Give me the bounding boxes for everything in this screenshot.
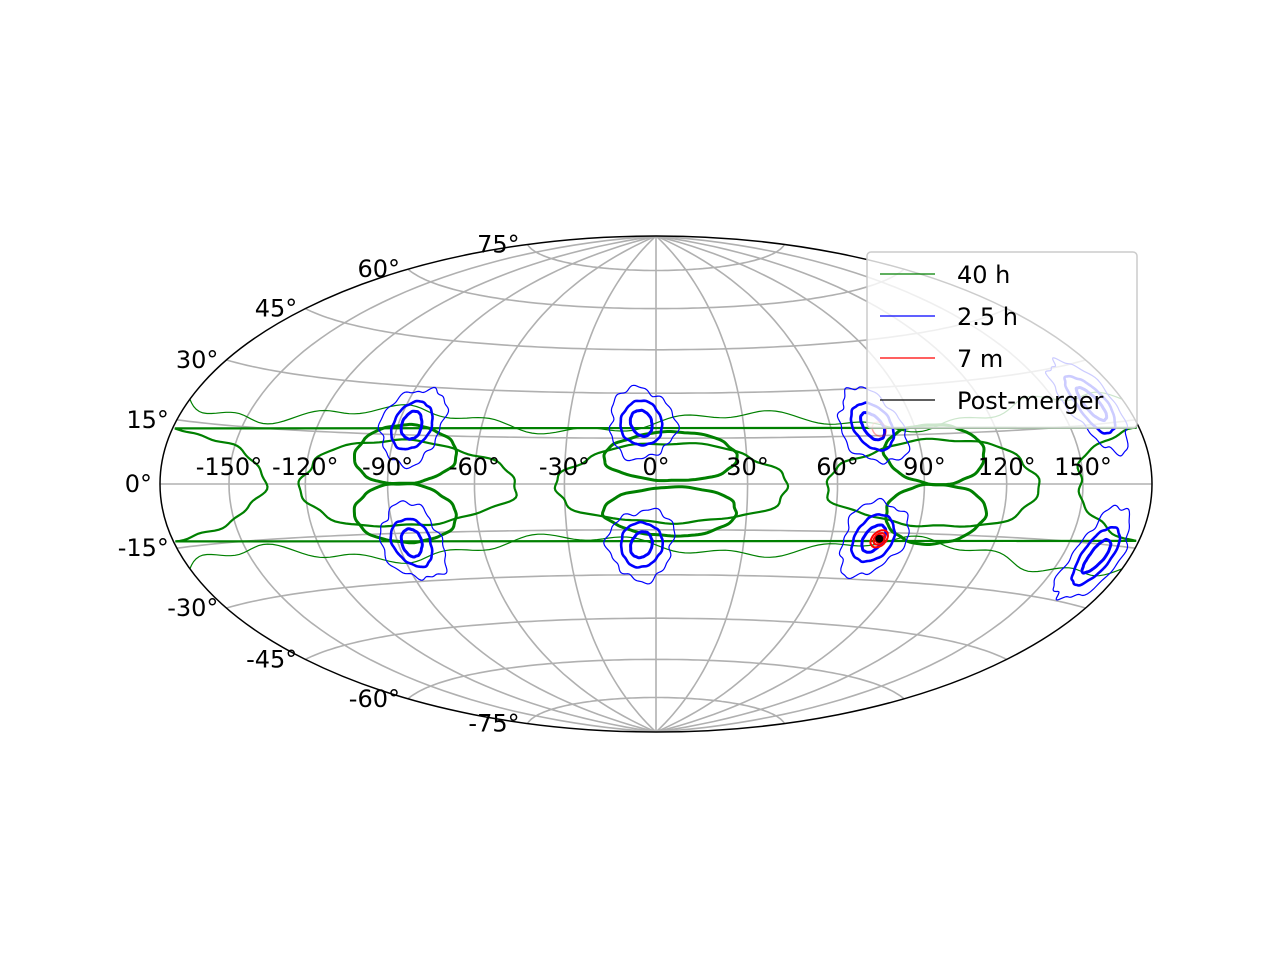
contour-40h-mid: [553, 442, 790, 525]
contour-40h-lobe: [602, 430, 739, 483]
parallel-line: [304, 617, 1008, 661]
y-tick-label: 60°: [357, 255, 400, 283]
contour-40h-lobe: [600, 485, 739, 538]
contour-2.5h-outer: [603, 507, 676, 585]
x-tick-label: 150°: [1054, 453, 1112, 481]
y-tick-label: 45°: [255, 295, 298, 323]
graticule: [160, 236, 1152, 732]
parallel-line: [526, 696, 786, 724]
legend-frame: [866, 251, 1138, 429]
contour-2.5h-mid: [619, 399, 664, 447]
contour-40h-lobe: [352, 482, 458, 545]
contour-7m: [872, 532, 887, 546]
contour-2.5h-inner: [399, 409, 424, 441]
contour-2.5h-inner: [628, 408, 654, 438]
contour-40h-mid: [825, 437, 1041, 528]
legend: 40 h 2.5 h 7 m Post-merger: [866, 251, 1138, 429]
y-tick-label: -15°: [118, 534, 169, 562]
contour-2.5h-mid: [619, 520, 664, 569]
x-tick-label: 90°: [903, 453, 946, 481]
contour-2.5h-outer: [377, 386, 450, 470]
parallel-line: [407, 658, 905, 700]
x-tick-label: 0°: [642, 453, 669, 481]
contour-2.5h-outer: [1052, 504, 1131, 601]
x-tick-label: -120°: [272, 453, 338, 481]
x-tick-label: -150°: [196, 453, 262, 481]
contour-7m: [869, 529, 889, 549]
y-tick-label: 15°: [126, 406, 169, 434]
contour-2.5h-mid: [389, 399, 434, 451]
contour-2.5h-mid: [849, 513, 897, 564]
contour-2.5h-inner: [1080, 537, 1113, 575]
tick-labels: -150° -120° -90° -60° -30° 0° 30° 60° 90° 120° 150…: [118, 230, 1112, 737]
x-tick-label: -30°: [539, 453, 590, 481]
legend-label: Post-merger: [957, 387, 1103, 415]
series-2.5h: [377, 357, 1131, 601]
parallel-line: [407, 268, 905, 310]
parallel-line: [176, 419, 1136, 439]
contour-2.5h-mid: [849, 401, 896, 452]
x-tick-label: -90°: [362, 453, 413, 481]
map-boundary: [159, 235, 1153, 733]
y-tick-label: 30°: [176, 346, 219, 374]
y-tick-label: 75°: [477, 230, 520, 258]
contour-40h-lobe: [884, 482, 989, 546]
y-tick-label: -45°: [246, 645, 297, 673]
parallel-line: [526, 244, 786, 272]
legend-label: 7 m: [957, 345, 1003, 373]
legend-label: 40 h: [957, 261, 1010, 289]
y-tick-label: -75°: [468, 710, 519, 738]
x-tick-label: 30°: [726, 453, 769, 481]
x-tick-label: -60°: [449, 453, 500, 481]
y-tick-label: -60°: [349, 685, 400, 713]
y-tick-label: 0°: [125, 470, 152, 498]
contour-2.5h-outer: [378, 500, 448, 581]
contour-2.5h-outer: [838, 497, 910, 580]
post-merger-point: [875, 534, 884, 543]
contour-2.5h-mid: [1070, 526, 1122, 587]
contour-2.5h-inner: [399, 527, 424, 559]
contour-40h-mid: [174, 426, 1137, 543]
legend-label: 2.5 h: [957, 303, 1018, 331]
contour-2.5h-outer: [836, 386, 911, 465]
y-tick-label: -30°: [167, 594, 218, 622]
contour-2.5h-inner: [629, 530, 655, 560]
contour-40h-lobe: [353, 422, 459, 486]
contour-2.5h-outer: [608, 384, 681, 462]
contour-2.5h-mid: [389, 517, 434, 569]
x-tick-label: 120°: [978, 453, 1036, 481]
x-tick-label: 60°: [816, 453, 859, 481]
contour-40h-outer: [189, 533, 1123, 577]
